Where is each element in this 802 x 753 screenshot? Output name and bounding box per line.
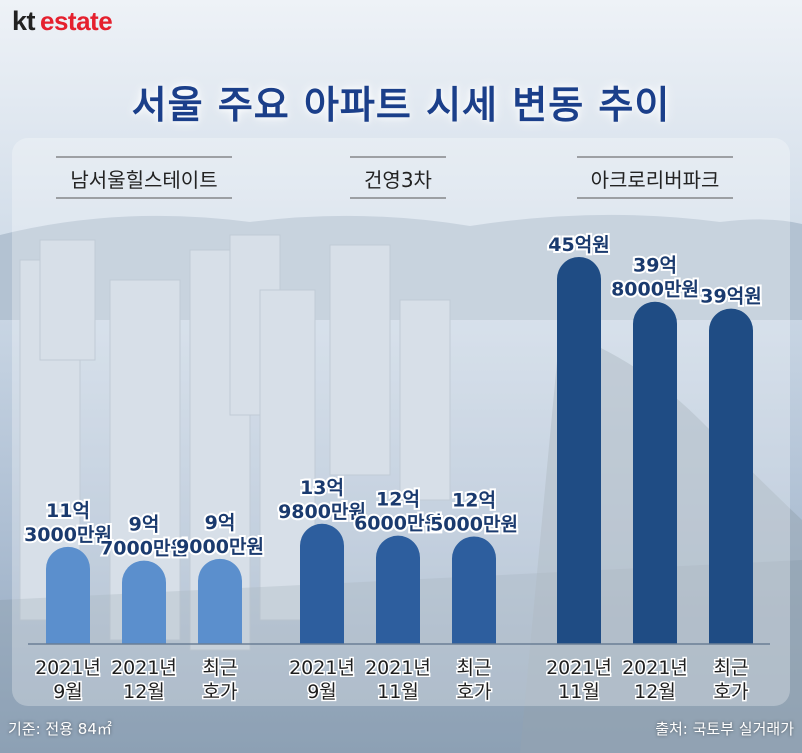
tick-label: 최근	[203, 657, 238, 679]
data-label: 12억	[376, 489, 420, 511]
tick-label: 호가	[203, 681, 238, 703]
data-label: 11억	[46, 500, 90, 522]
bar	[557, 257, 601, 644]
data-label: 39억원	[700, 286, 761, 308]
bar	[709, 308, 753, 644]
data-label: 45억원	[548, 234, 609, 256]
group-title: 건영3차	[364, 168, 432, 192]
data-label: 12억	[452, 490, 496, 512]
data-label: 9억	[205, 512, 236, 534]
data-label: 9000만원	[176, 536, 264, 558]
data-label: 7000만원	[100, 538, 188, 560]
data-label: 39억	[633, 255, 677, 277]
data-label: 6000만원	[354, 513, 442, 535]
bar	[46, 546, 90, 644]
data-label: 5000만원	[430, 514, 518, 536]
tick-label: 2021년	[622, 657, 688, 679]
bar	[300, 523, 344, 644]
bar	[376, 535, 420, 644]
data-label: 13억	[300, 477, 344, 499]
source-note: 출처: 국토부 실거래가	[655, 720, 794, 738]
tick-label: 2021년	[111, 657, 177, 679]
data-label: 9800만원	[278, 501, 366, 523]
tick-label: 2021년	[289, 657, 355, 679]
data-label: 8000만원	[611, 279, 699, 301]
tick-label: 최근	[714, 657, 749, 679]
tick-label: 9월	[53, 681, 83, 703]
bar	[198, 558, 242, 644]
group-title: 남서울힐스테이트	[70, 168, 217, 192]
logo-estate: estate	[40, 6, 113, 36]
tick-label: 2021년	[35, 657, 101, 679]
data-label: 3000만원	[24, 524, 112, 546]
bar	[452, 536, 496, 644]
tick-label: 12월	[634, 681, 676, 703]
tick-label: 호가	[457, 681, 492, 703]
bar	[122, 560, 166, 644]
tick-label: 호가	[714, 681, 749, 703]
group-title: 아크로리버파크	[591, 168, 720, 192]
tick-label: 11월	[558, 681, 600, 703]
bar	[633, 301, 677, 644]
data-label: 9억	[129, 514, 160, 536]
tick-label: 최근	[457, 657, 492, 679]
tick-label: 2021년	[365, 657, 431, 679]
page-title: 서울 주요 아파트 시세 변동 추이	[131, 83, 671, 127]
basis-note: 기준: 전용 84㎡	[8, 720, 112, 738]
tick-label: 12월	[123, 681, 165, 703]
tick-label: 2021년	[546, 657, 612, 679]
tick-label: 11월	[377, 681, 419, 703]
logo-kt: kt	[12, 6, 36, 36]
tick-label: 9월	[307, 681, 337, 703]
brand-logo: kt estate	[12, 6, 113, 37]
